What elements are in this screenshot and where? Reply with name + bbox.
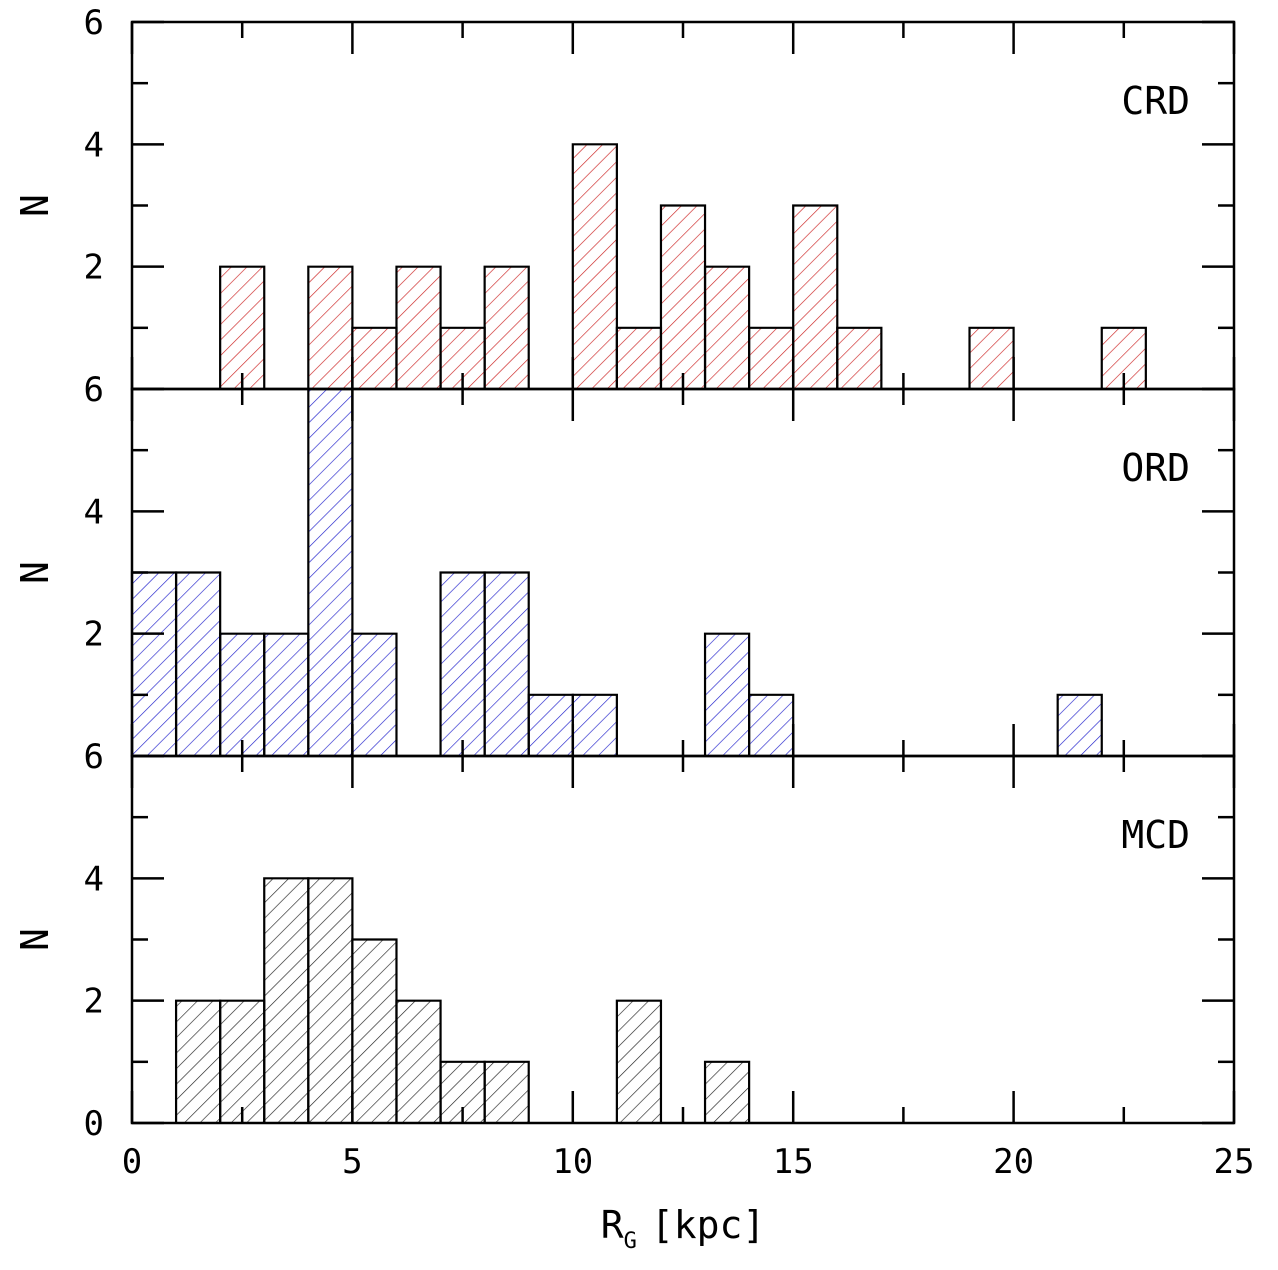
y-tick-label: 6 bbox=[84, 370, 104, 410]
x-axis-label: RG [kpc] bbox=[601, 1203, 766, 1254]
x-axis-label-unit: [kpc] bbox=[651, 1203, 765, 1247]
x-tick-label: 0 bbox=[122, 1142, 142, 1182]
histogram-bar bbox=[220, 633, 265, 756]
histogram-bar bbox=[396, 266, 441, 389]
histogram-bar-outline bbox=[836, 326, 883, 389]
histogram-bar bbox=[440, 572, 485, 756]
histogram-bar bbox=[220, 1000, 265, 1123]
histogram-bar-outline bbox=[483, 265, 530, 389]
histogram-bar-outline bbox=[483, 571, 530, 756]
y-axis-label: N bbox=[13, 194, 57, 217]
histogram-bar-outline bbox=[703, 1060, 751, 1123]
x-tick-label: 15 bbox=[773, 1142, 814, 1182]
panel-crd: 6 4 2 6 N CRD bbox=[13, 3, 1236, 410]
histogram-bar-outline bbox=[792, 204, 839, 389]
histogram-bar bbox=[308, 266, 353, 389]
panel-label: MCD bbox=[1121, 813, 1190, 857]
histogram-bar bbox=[220, 266, 265, 389]
x-tick-label: 20 bbox=[993, 1142, 1034, 1182]
y-tick-label: 6 bbox=[84, 3, 104, 43]
y-tick-label: 6 bbox=[84, 737, 104, 777]
histogram-bar bbox=[969, 327, 1014, 389]
histogram-bar bbox=[1057, 694, 1102, 756]
panels-layer: 6 4 2 6 N CRD 4 2 6 N ORD 4 2 0 N MCD bbox=[13, 3, 1236, 1144]
x-tick-label: 5 bbox=[342, 1142, 362, 1182]
histogram-bar-outline bbox=[571, 143, 618, 389]
panel-label: ORD bbox=[1121, 446, 1190, 490]
histogram-bar bbox=[572, 694, 617, 756]
histogram-bar-outline bbox=[615, 999, 663, 1123]
panel-ord: 4 2 6 N ORD bbox=[13, 387, 1236, 777]
y-axis-label: N bbox=[13, 928, 57, 951]
x-axis: 0 5 10 15 20 25 RG [kpc] bbox=[122, 1142, 1255, 1254]
y-tick-label: 0 bbox=[84, 1104, 104, 1144]
histogram-bar bbox=[572, 144, 617, 389]
histogram-bar bbox=[837, 327, 882, 389]
histogram-bar bbox=[352, 939, 397, 1123]
histogram-bar bbox=[528, 694, 573, 756]
histogram-bar bbox=[352, 327, 397, 389]
histogram-bar bbox=[176, 1000, 221, 1123]
x-tick-label: 10 bbox=[552, 1142, 593, 1182]
histogram-bar bbox=[484, 572, 529, 756]
histogram-bar bbox=[705, 1061, 750, 1123]
histogram-bar bbox=[484, 1061, 529, 1123]
panel-mcd: 4 2 0 N MCD bbox=[13, 754, 1236, 1144]
y-tick-label: 2 bbox=[84, 982, 104, 1022]
y-tick-label: 2 bbox=[84, 615, 104, 655]
histogram-bar bbox=[749, 694, 794, 756]
y-tick-label: 4 bbox=[84, 125, 104, 165]
histogram-bar-outline bbox=[1100, 326, 1147, 389]
y-axis-label: N bbox=[13, 561, 57, 584]
x-axis-label-subscript: G bbox=[624, 1229, 637, 1254]
x-axis-label-main: R bbox=[601, 1203, 624, 1247]
histogram-bar bbox=[308, 389, 353, 756]
histogram-bar bbox=[484, 266, 529, 389]
histogram-bar bbox=[264, 633, 309, 756]
histogram-bar bbox=[176, 572, 221, 756]
panel-label: CRD bbox=[1121, 79, 1190, 123]
histogram-bar bbox=[793, 205, 838, 389]
histogram-bar-outline bbox=[351, 632, 398, 756]
histogram-bar-outline bbox=[219, 265, 266, 389]
x-tick-label: 25 bbox=[1214, 1142, 1255, 1182]
histogram-bar bbox=[308, 878, 353, 1123]
histogram-bar bbox=[264, 878, 309, 1123]
histogram-bar bbox=[749, 327, 794, 389]
histogram-bar bbox=[705, 633, 750, 756]
histogram-bar-outline bbox=[483, 1060, 530, 1123]
histogram-bar bbox=[132, 572, 177, 756]
histogram-bar bbox=[396, 1000, 441, 1123]
histogram-bar bbox=[705, 266, 750, 389]
histogram-bar bbox=[352, 633, 397, 756]
y-tick-label: 2 bbox=[84, 248, 104, 288]
histogram-bar bbox=[616, 327, 661, 389]
histogram-bar bbox=[660, 205, 706, 389]
y-tick-label: 4 bbox=[84, 859, 104, 899]
y-tick-label: 4 bbox=[84, 492, 104, 532]
histogram-bar bbox=[616, 1000, 661, 1123]
histogram-bar-outline bbox=[1056, 693, 1103, 756]
